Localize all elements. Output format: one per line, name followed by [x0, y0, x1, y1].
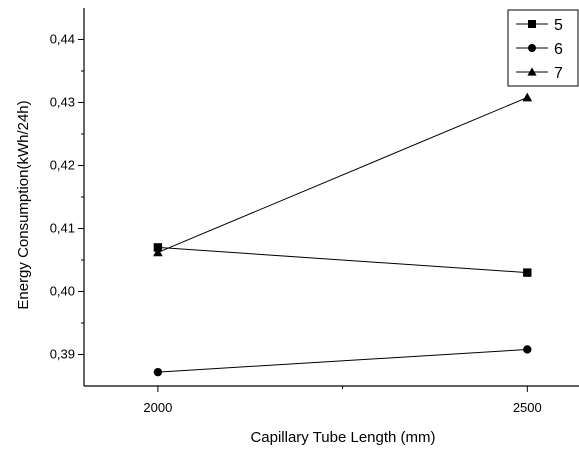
y-tick-label: 0,41 [50, 221, 75, 236]
marker-triangle [522, 92, 533, 102]
x-axis-title: Capillary Tube Length (mm) [250, 429, 435, 446]
legend-item: 5 [516, 17, 563, 34]
series-layer [153, 92, 533, 377]
y-tick-label: 0,40 [50, 284, 75, 299]
y-tick-label: 0,42 [50, 158, 75, 173]
y-tick-label: 0,43 [50, 95, 75, 110]
legend-item: 7 [516, 65, 563, 82]
series-7 [153, 92, 533, 257]
marker-square [523, 268, 532, 277]
y-tick-label: 0,39 [50, 347, 75, 362]
x-tick-label: 2000 [143, 400, 172, 415]
marker-square [153, 243, 163, 252]
marker-square [528, 20, 536, 28]
series-line [157, 246, 528, 274]
marker-circle [528, 44, 536, 52]
marker-triangle [153, 247, 163, 257]
x-tick-label: 2500 [513, 400, 542, 415]
legend-item: 6 [516, 41, 563, 58]
axes [83, 8, 579, 387]
marker-triangle [527, 67, 537, 76]
series-5 [153, 243, 532, 277]
legend-label: 6 [554, 41, 563, 58]
legend: 5 6 7 [507, 9, 579, 87]
y-axis-title: Energy Consumption(kWh/24h) [15, 100, 32, 309]
legend-label: 5 [554, 17, 563, 34]
series-line [157, 96, 528, 253]
marker-circle [153, 367, 163, 377]
y-tick-label: 0,44 [50, 32, 75, 47]
series-6 [153, 345, 532, 377]
marker-circle [523, 345, 532, 354]
series-line [157, 348, 528, 373]
ticks: 0,39 0,40 0,41 0,42 0,43 0,44 2000 2500 [50, 32, 542, 416]
legend-label: 7 [554, 65, 563, 82]
